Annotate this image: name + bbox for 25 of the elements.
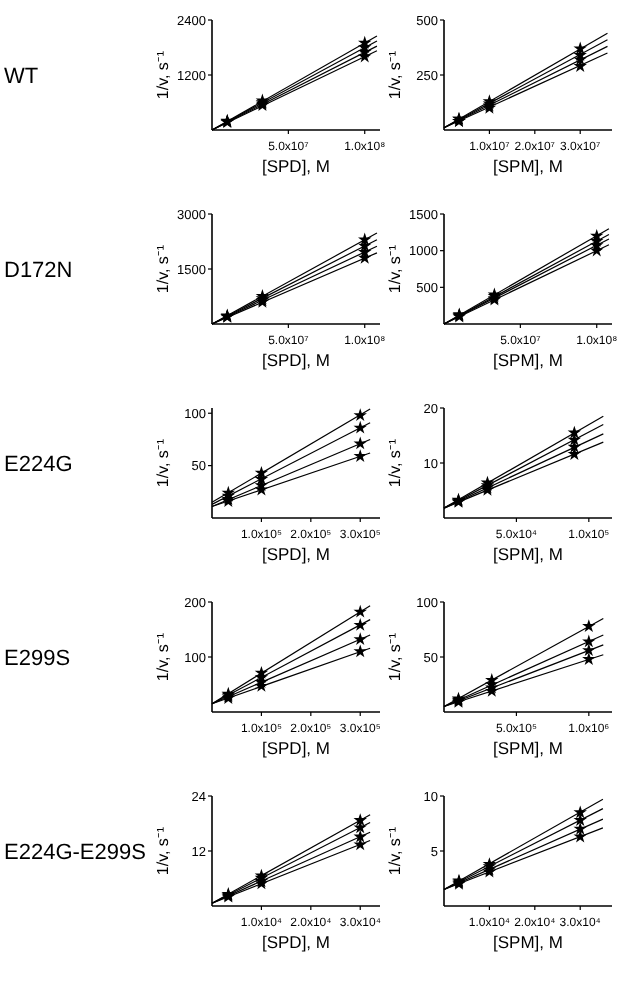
x-axis-title: [SPM], M <box>493 350 563 370</box>
x-axis-title: [SPD], M <box>261 156 331 176</box>
x-axis-title: [SPM], M <box>493 738 563 758</box>
y-axis-title: 1/v, s⁻¹ <box>154 244 172 294</box>
y-axis-title: 1/v, s⁻¹ <box>386 438 404 488</box>
x-axis-title: [SPD], M <box>261 350 331 370</box>
text: E224G-E299S <box>4 841 146 865</box>
x-axis-title: [SPD], M <box>261 932 331 952</box>
x-axis-title: [SPM], M <box>493 932 563 952</box>
y-axis-title: 1/v, s⁻¹ <box>386 632 404 682</box>
y-axis-title: 1/v, s⁻¹ <box>386 50 404 100</box>
y-axis-title: 1/v, s⁻¹ <box>154 826 172 876</box>
x-axis-title: [SPM], M <box>493 156 563 176</box>
y-axis-title: 1/v, s⁻¹ <box>154 632 172 682</box>
x-axis-title: [SPM], M <box>493 544 563 564</box>
text: D172N <box>4 259 73 283</box>
text: WT <box>4 65 39 89</box>
y-axis-title: 1/v, s⁻¹ <box>154 50 172 100</box>
y-axis-title: 1/v, s⁻¹ <box>386 826 404 876</box>
text: E224G <box>4 453 73 477</box>
y-axis-title: 1/v, s⁻¹ <box>386 244 404 294</box>
y-axis-title: 1/v, s⁻¹ <box>154 438 172 488</box>
x-axis-title: [SPD], M <box>261 544 331 564</box>
text: E299S <box>4 647 71 671</box>
x-axis-title: [SPD], M <box>261 738 331 758</box>
